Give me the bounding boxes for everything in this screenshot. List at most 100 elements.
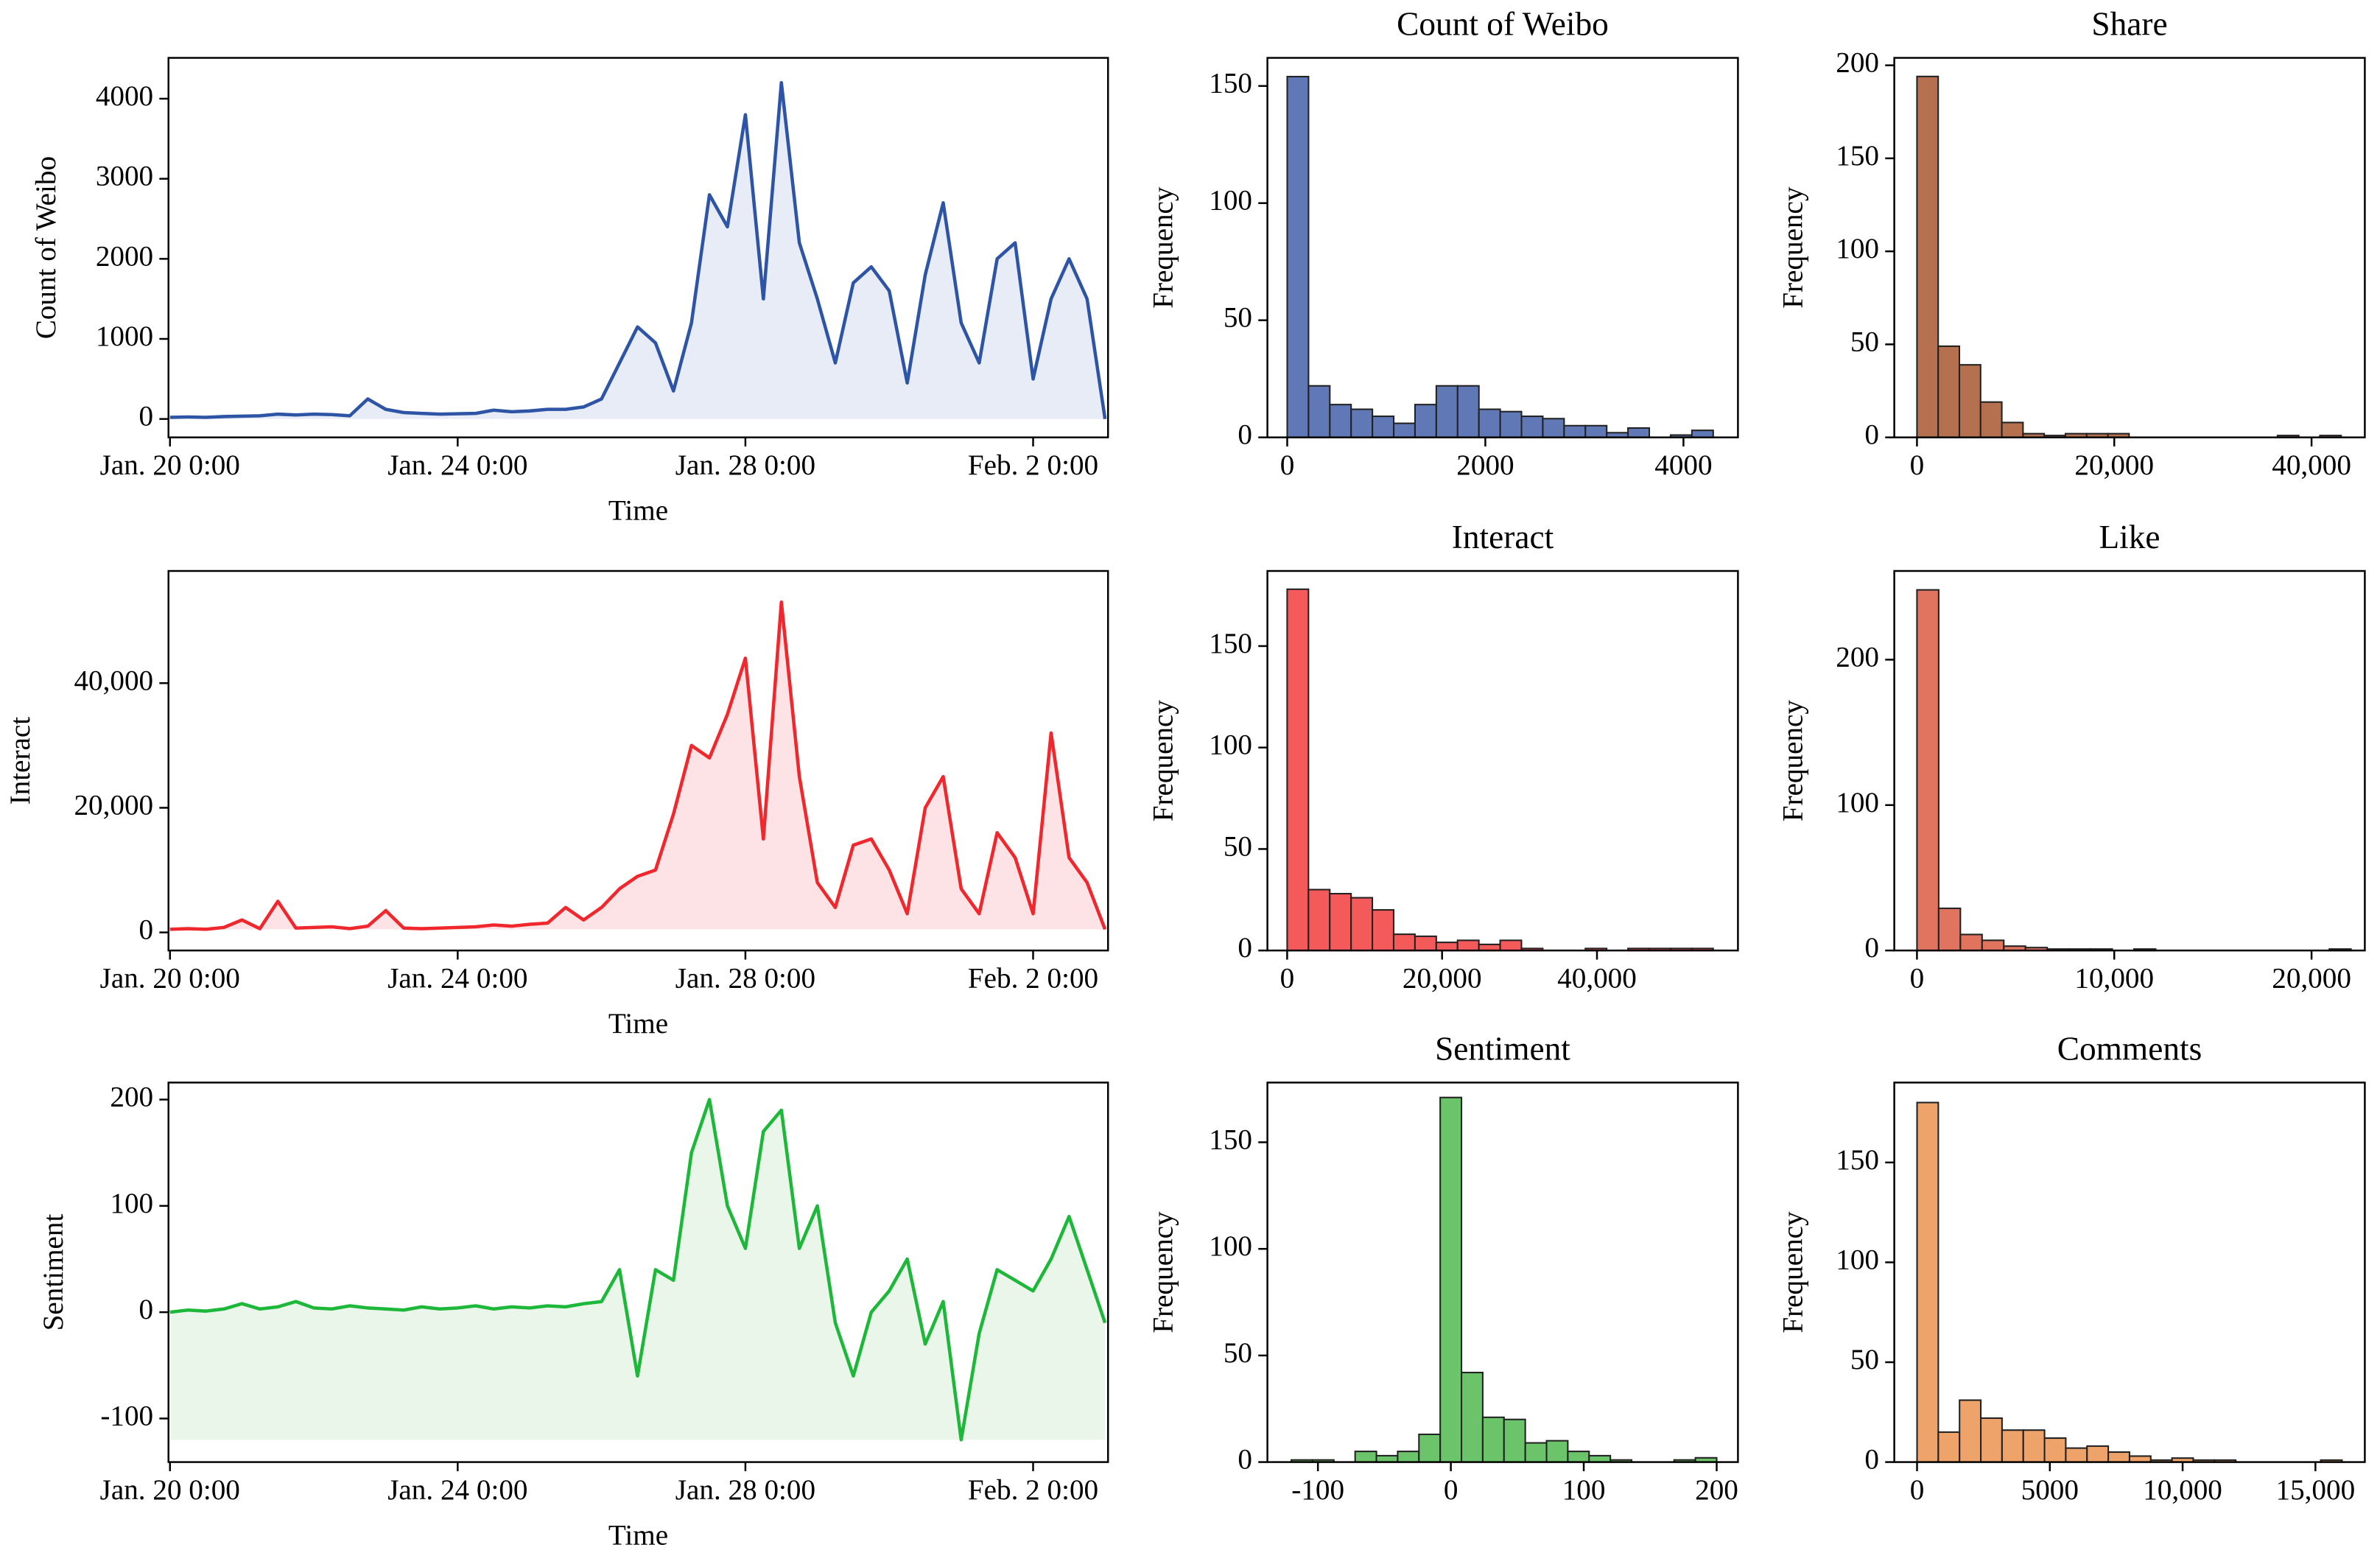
x-tick-label: 15,000: [2276, 1474, 2356, 1506]
y-tick-label: 0: [1238, 932, 1252, 964]
chart-title: Interact: [1452, 519, 1554, 555]
bar: [1329, 404, 1352, 438]
x-axis-label: Time: [608, 1008, 668, 1040]
bar: [1916, 589, 1940, 952]
x-tick-label: Jan. 20 0:00: [100, 962, 240, 994]
y-tick-label: 150: [1209, 68, 1252, 99]
line: [169, 80, 1107, 420]
x-tick-label: 4000: [1654, 449, 1712, 481]
plot-frame: [167, 569, 1109, 952]
bar: [1584, 424, 1608, 438]
bar: [1393, 422, 1416, 438]
bar: [2001, 1429, 2024, 1463]
bar: [1979, 401, 2003, 438]
bar: [1478, 408, 1501, 438]
bar: [1307, 888, 1331, 952]
x-tick-label: 40,000: [2272, 449, 2351, 481]
x-tick-label: -100: [1291, 1474, 1344, 1506]
area: [169, 83, 1106, 419]
bar: [1958, 364, 1981, 438]
plot-frame: [167, 1082, 1109, 1463]
y-tick-label: 150: [1209, 1123, 1252, 1155]
y-tick-label: 4000: [96, 80, 153, 112]
y-tick-label: 0: [1238, 1444, 1252, 1476]
x-tick-label: 100: [1562, 1474, 1606, 1506]
x-tick-label: Jan. 20 0:00: [100, 1474, 240, 1506]
area: [169, 602, 1106, 930]
bar: [1372, 909, 1395, 952]
bar: [1499, 939, 1523, 952]
x-tick-label: 20,000: [2074, 449, 2154, 481]
bar: [1372, 416, 1395, 438]
bar: [1937, 345, 1961, 438]
y-tick-label: 0: [139, 401, 154, 432]
x-tick-label: Jan. 28 0:00: [675, 962, 815, 994]
y-tick-label: 50: [1850, 1344, 1879, 1375]
y-tick-label: 50: [1224, 830, 1252, 862]
x-tick-label: 0: [1910, 962, 1925, 994]
y-tick-label: 150: [1836, 140, 1879, 172]
y-axis-label: Count of Weibo: [30, 156, 62, 339]
bar: [2043, 1437, 2067, 1463]
x-tick-label: 20,000: [1403, 962, 1482, 994]
y-tick-label: 150: [1836, 1144, 1879, 1176]
bar: [1414, 404, 1437, 438]
y-axis-label: Frequency: [1148, 186, 1179, 309]
bar: [1481, 1416, 1505, 1463]
y-tick-label: 50: [1224, 302, 1252, 334]
bar: [1354, 1451, 1377, 1463]
x-tick-label: 2000: [1456, 449, 1514, 481]
y-tick-label: 200: [110, 1082, 153, 1113]
bar: [2086, 1445, 2110, 1463]
chart-title: Like: [2099, 519, 2160, 555]
bar: [1286, 75, 1310, 438]
y-tick-label: 0: [1864, 932, 1879, 964]
y-axis-label: Frequency: [1148, 1211, 1179, 1333]
x-tick-label: 40,000: [1557, 962, 1637, 994]
bar: [2107, 1451, 2130, 1463]
bar: [1959, 1399, 1982, 1463]
plot-frame: [167, 57, 1109, 438]
y-axis-label: Sentiment: [38, 1214, 69, 1331]
x-tick-label: 0: [1910, 1474, 1925, 1506]
chart-title: Comments: [2057, 1031, 2202, 1068]
x-tick-label: 0: [1444, 1474, 1458, 1506]
x-tick-label: 0: [1280, 449, 1295, 481]
plot-frame: [1893, 1082, 2366, 1463]
bar: [1627, 427, 1651, 438]
y-axis-label: Frequency: [1148, 700, 1179, 822]
x-tick-label: 200: [1695, 1474, 1738, 1506]
area: [169, 1099, 1106, 1440]
bar: [1563, 424, 1587, 438]
bar: [1392, 933, 1416, 952]
chart-title: Sentiment: [1435, 1031, 1570, 1068]
bar: [1418, 1433, 1442, 1463]
y-tick-label: 100: [1836, 1244, 1879, 1275]
plot-frame: [1266, 1082, 1739, 1463]
bar: [1503, 1418, 1526, 1463]
bar: [1959, 933, 1983, 952]
x-tick-label: 0: [1280, 962, 1295, 994]
y-tick-label: 50: [1850, 326, 1879, 357]
bar: [1520, 416, 1544, 438]
x-tick-label: Jan. 28 0:00: [675, 449, 815, 481]
bar: [1916, 75, 1940, 438]
y-tick-label: 40,000: [74, 665, 153, 696]
y-axis-label: Frequency: [1777, 186, 1809, 309]
x-axis-label: Time: [608, 495, 668, 527]
x-tick-label: 0: [1910, 449, 1925, 481]
y-axis-label: Frequency: [1777, 700, 1809, 822]
bar: [1350, 408, 1374, 438]
chart-title: Share: [2091, 6, 2167, 43]
y-tick-label: 100: [1209, 729, 1252, 761]
y-tick-label: 2000: [96, 240, 153, 272]
y-tick-label: 0: [1238, 419, 1252, 451]
bar: [1439, 1096, 1463, 1463]
x-tick-label: Jan. 24 0:00: [387, 1474, 527, 1506]
y-tick-label: 0: [139, 914, 154, 946]
bar: [1414, 935, 1437, 952]
bar: [1435, 385, 1458, 438]
bar: [1478, 943, 1501, 952]
bar: [1588, 1454, 1612, 1463]
